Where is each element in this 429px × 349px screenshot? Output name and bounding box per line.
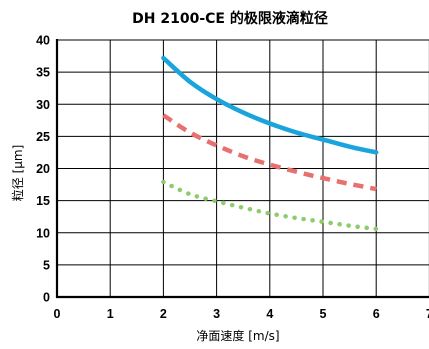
grid bbox=[57, 39, 429, 297]
y-tick-label: 15 bbox=[36, 194, 50, 208]
series-line-2 bbox=[162, 113, 377, 192]
axes bbox=[55, 39, 429, 299]
series-line-3 bbox=[161, 179, 379, 232]
y-tick-label: 40 bbox=[36, 34, 50, 48]
y-tick-label: 35 bbox=[36, 66, 50, 80]
y-axis-label: 粒径 [μm] bbox=[10, 145, 25, 202]
x-tick-label: 7 bbox=[426, 307, 429, 321]
series-layer bbox=[161, 55, 379, 232]
x-axis-label: 净面速度 [m/s] bbox=[196, 328, 279, 343]
x-tick-label: 5 bbox=[320, 307, 327, 321]
y-tick-label: 25 bbox=[36, 130, 50, 144]
x-tick-label: 3 bbox=[213, 307, 220, 321]
y-tick-label: 30 bbox=[36, 98, 50, 112]
y-tick-label: 5 bbox=[43, 258, 50, 272]
series-line-1 bbox=[161, 55, 379, 155]
x-tick-label: 0 bbox=[54, 307, 61, 321]
y-tick-label: 20 bbox=[36, 162, 50, 176]
tick-labels: 0 1 2 3 4 5 6 7 0 5 10 15 20 25 30 35 40 bbox=[36, 34, 429, 322]
x-tick-label: 4 bbox=[266, 307, 273, 321]
x-tick-label: 2 bbox=[160, 307, 167, 321]
x-tick-label: 6 bbox=[373, 307, 380, 321]
chart-title: DH 2100-CE 的极限液滴粒径 bbox=[132, 10, 328, 27]
x-tick-label: 1 bbox=[107, 307, 114, 321]
y-tick-label: 0 bbox=[43, 291, 50, 305]
y-tick-label: 10 bbox=[36, 226, 50, 240]
